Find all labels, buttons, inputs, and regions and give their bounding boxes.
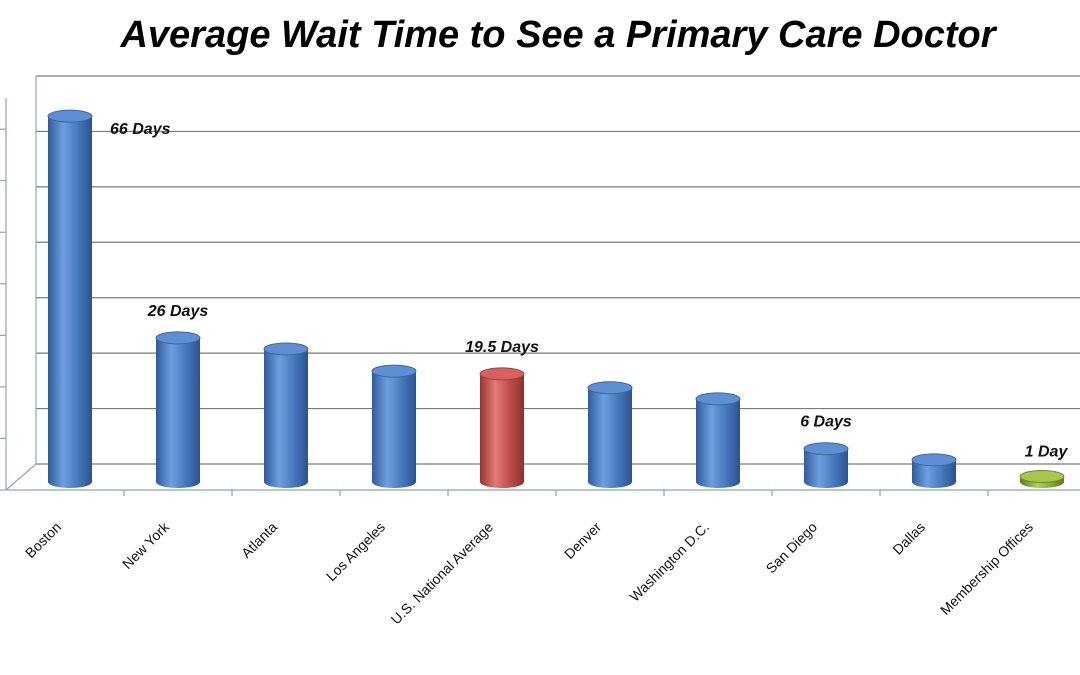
bar-body [696, 398, 740, 488]
bar-denver [587, 381, 633, 488]
bar-los-angeles [371, 364, 417, 488]
bar-body [372, 371, 416, 488]
bar-body [588, 387, 632, 488]
bar-body [480, 373, 524, 488]
bar-cap [479, 367, 525, 381]
bar-cap [911, 453, 957, 467]
bar-body [912, 459, 956, 488]
x-tick-label: U.S. National Average [388, 519, 497, 628]
bar-u-s-national-average [479, 367, 525, 488]
bar-dallas [911, 453, 957, 488]
data-labels: 66 Days 26 Days 19.5 Days 6 Days 1 Day [110, 121, 1068, 460]
axes [0, 76, 1080, 496]
bar-atlanta [263, 342, 309, 488]
bar-cap [1019, 469, 1065, 483]
bars [47, 109, 1065, 489]
bar-body [804, 448, 848, 488]
bar-body [156, 337, 200, 488]
bar-cap [803, 442, 849, 456]
data-label: 19.5 Days [465, 339, 539, 356]
x-tick-labels: Boston New York Atlanta Los Angeles U.S. Nat… [22, 518, 1036, 627]
x-tick-label: Membership Offices [937, 519, 1036, 618]
bar-washington-d-c [695, 392, 741, 488]
data-label: 6 Days [800, 414, 852, 431]
bar-body [48, 116, 92, 489]
x-tick-label: San Diego [763, 519, 821, 577]
bar-body [264, 348, 308, 488]
chart-title: Average Wait Time to See a Primary Care … [120, 14, 996, 56]
x-tick-label: Washington D.C. [626, 519, 712, 605]
floor-edge [5, 463, 37, 491]
bar-membership-offices [1019, 469, 1065, 488]
x-tick-label: Dallas [889, 519, 928, 558]
x-tick-label: Denver [561, 519, 604, 562]
bar-cap [695, 392, 741, 406]
bar-cap [263, 342, 309, 356]
bar-new-york [155, 331, 201, 488]
x-tick-label: Los Angeles [323, 519, 388, 584]
x-tick-label: Boston [22, 519, 64, 561]
bar-cap [155, 331, 201, 345]
data-label: 1 Day [1025, 443, 1069, 460]
bar-boston [47, 109, 93, 489]
grid-lines [36, 75, 1080, 465]
data-label: 26 Days [147, 303, 209, 320]
bar-cap [47, 109, 93, 123]
x-tick-label: New York [119, 518, 173, 572]
data-label: 66 Days [110, 121, 171, 138]
bar-cap [371, 364, 417, 378]
bar-cap [587, 381, 633, 395]
x-tick-label: Atlanta [238, 519, 280, 561]
bar-san-diego [803, 442, 849, 488]
